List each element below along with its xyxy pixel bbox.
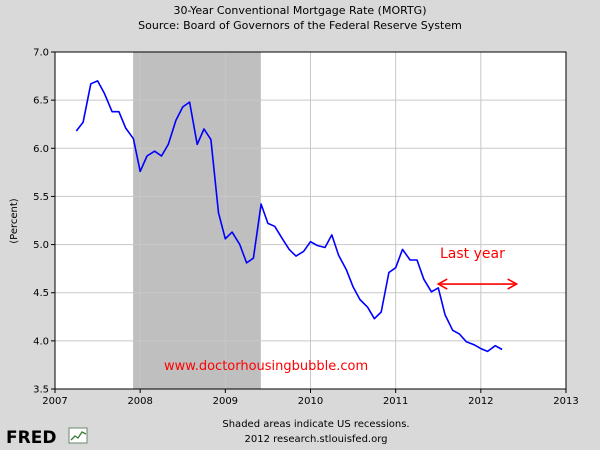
x-tick-label: 2013 [553,396,578,407]
logo-text: FRED [6,428,56,448]
y-tick-label: 6.0 [33,144,49,155]
y-tick-label: 4.0 [33,336,49,347]
chart-subtitle: Source: Board of Governors of the Federa… [138,19,462,32]
plot-frame [54,51,567,390]
recession-note: Shaded areas indicate US recessions. [222,419,409,430]
annotation-label: Last year [440,246,505,262]
double-arrow-icon [436,278,519,290]
watermark-text: www.doctorhousingbubble.com [164,359,368,374]
x-tick-label: 2011 [383,396,408,407]
x-tick-label: 2010 [298,396,323,407]
x-tick-label: 2009 [213,396,238,407]
y-tick-label: 5.5 [33,192,49,203]
y-tick-label: 7.0 [33,48,49,59]
x-tick-label: 2008 [127,396,152,407]
y-tick-label: 5.0 [33,240,49,251]
series-line [75,80,503,353]
recession-band [133,52,261,389]
fred-logo: FRED [6,427,88,448]
arrow-head-right [507,278,519,290]
credit-text: 2012 research.stlouisfed.org [244,434,387,445]
chart-line-icon [68,427,88,444]
x-tick-label: 2007 [42,396,67,407]
x-tick-label: 2012 [468,396,493,407]
recession-layer [133,52,261,389]
tick-layer: 3.5 4.0 4.5 5.0 5.5 6.0 6.5 7.0 2007 2008 2009 2010… [33,48,579,408]
y-tick-label: 3.5 [33,385,49,396]
y-tick-label: 6.5 [33,96,49,107]
y-axis-title: (Percent) [9,198,20,244]
line-layer [75,80,503,353]
y-tick-label: 4.5 [33,288,49,299]
arrow-head-left [436,278,448,290]
chart-title: 30-Year Conventional Mortgage Rate (MORT… [173,4,426,17]
